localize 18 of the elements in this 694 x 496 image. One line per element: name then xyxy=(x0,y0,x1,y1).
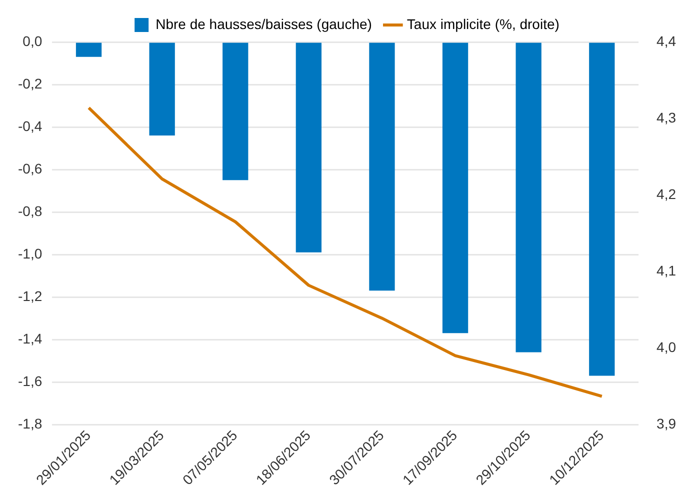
y2-tick-label: 4,0 xyxy=(656,338,676,355)
y-tick-label: -1,6 xyxy=(18,372,42,389)
y2-tick-label: 4,2 xyxy=(656,186,676,202)
y-tick-label: 0,0 xyxy=(22,32,42,49)
y-tick-label: -1,4 xyxy=(18,330,42,346)
y-tick-label: -1,8 xyxy=(18,415,42,432)
y2-tick-label: 3,9 xyxy=(656,415,676,432)
y2-tick-label: 4,3 xyxy=(656,109,676,126)
y2-tick-label: 4,4 xyxy=(656,32,676,49)
y-tick-label: -1,0 xyxy=(18,245,42,262)
y-tick-label: -0,2 xyxy=(18,75,42,92)
legend-label: Nbre de hausses/baisses (gauche) xyxy=(156,16,372,32)
legend-label: Taux implicite (%, droite) xyxy=(406,16,560,32)
y2-tick-label: 4,1 xyxy=(656,262,676,278)
y-tick-label: -0,4 xyxy=(18,118,42,134)
y-tick-label: -0,6 xyxy=(18,160,42,176)
y-tick-label: -1,2 xyxy=(18,288,42,304)
y-tick-label: -0,8 xyxy=(18,202,42,219)
